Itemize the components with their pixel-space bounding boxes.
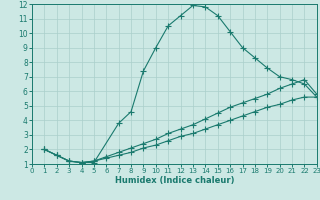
X-axis label: Humidex (Indice chaleur): Humidex (Indice chaleur): [115, 176, 234, 185]
